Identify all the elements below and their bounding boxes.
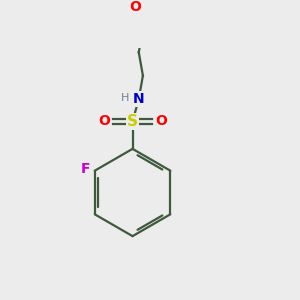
Text: O: O [98, 114, 110, 128]
Text: H: H [121, 93, 129, 103]
Text: S: S [127, 114, 138, 129]
Text: N: N [133, 92, 145, 106]
Text: O: O [155, 114, 167, 128]
Text: F: F [80, 162, 90, 176]
Text: O: O [129, 0, 141, 14]
